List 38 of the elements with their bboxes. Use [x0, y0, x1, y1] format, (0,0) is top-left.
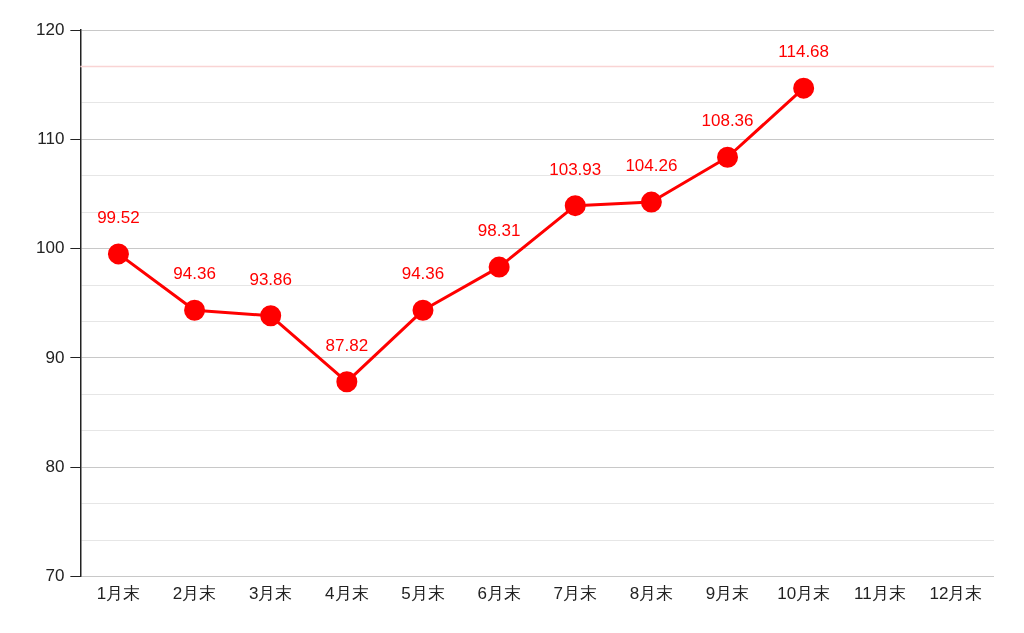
point	[336, 371, 358, 393]
data-label: 99.52	[97, 208, 140, 228]
point	[488, 256, 510, 278]
data-label: 94.36	[401, 264, 445, 284]
data-label: 93.86	[249, 269, 292, 289]
data-label: 98.31	[477, 221, 521, 241]
data-label: 87.82	[325, 335, 369, 355]
y-tick-label: 90	[45, 347, 65, 367]
x-tick-label: 8月末	[629, 584, 674, 604]
point	[184, 299, 206, 321]
point	[260, 305, 282, 327]
x-tick-label: 3月末	[248, 584, 293, 604]
point	[793, 77, 815, 99]
y-tick-label: 100	[35, 238, 65, 258]
x-tick-label: 4月末	[325, 584, 369, 604]
point	[640, 191, 662, 213]
point	[412, 299, 434, 321]
y-tick-label: 80	[45, 456, 65, 476]
data-label: 103.93	[549, 159, 602, 179]
data-label: 94.36	[173, 264, 216, 284]
x-tick-label: 11月末	[853, 584, 906, 604]
data-label: 108.36	[701, 111, 754, 131]
x-tick-label: 7月末	[553, 584, 597, 604]
y-tick-label: 110	[37, 129, 65, 149]
x-tick-label: 2月末	[172, 584, 217, 604]
x-tick-label: 10月末	[777, 584, 831, 604]
point	[564, 195, 586, 217]
data-label: 104.26	[625, 156, 678, 176]
y-tick-label: 70	[45, 566, 65, 586]
data-label: 114.68	[778, 42, 830, 62]
x-tick-label: 6月末	[477, 584, 521, 604]
x-tick-label: 12月末	[929, 584, 983, 604]
y-tick-label: 120	[35, 19, 65, 39]
point	[107, 243, 129, 265]
x-tick-label: 5月末	[401, 584, 445, 604]
point	[717, 146, 739, 168]
x-tick-label: 9月末	[705, 584, 750, 604]
x-tick-label: 1月末	[96, 584, 141, 604]
